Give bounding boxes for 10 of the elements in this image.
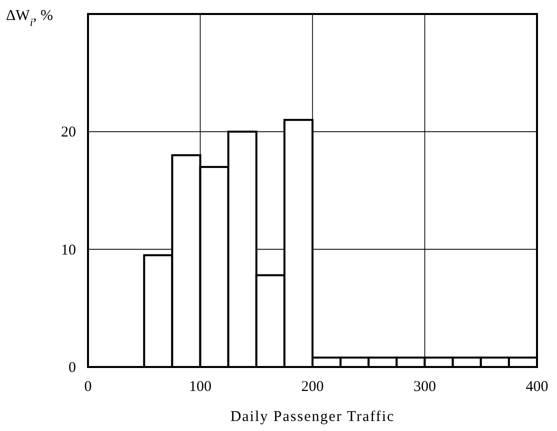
- y-axis-title: ΔW$_{i}$, %: [6, 8, 53, 29]
- y-tick-label: 20: [61, 124, 76, 141]
- y-tick-label: 10: [61, 242, 76, 258]
- x-tick-label: 400: [526, 379, 548, 395]
- x-axis-title: Daily Passenger Traffic: [230, 409, 395, 425]
- x-tick-label: 300: [414, 379, 436, 395]
- x-tick-label: 200: [301, 379, 324, 395]
- y-tick-label: 0: [68, 360, 76, 376]
- x-tick-label: 100: [189, 379, 212, 395]
- x-tick-label: 0: [84, 379, 92, 395]
